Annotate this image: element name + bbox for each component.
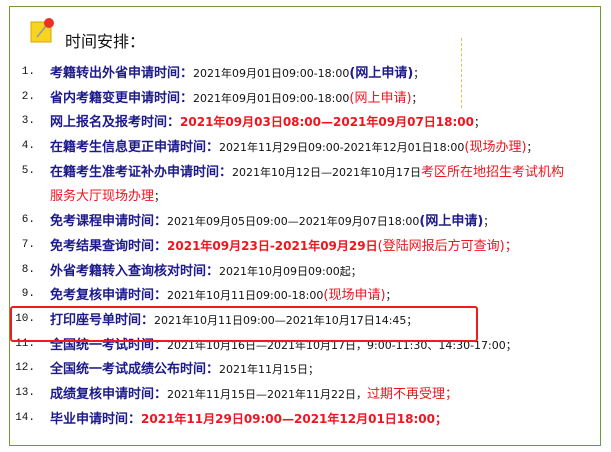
item-value: 2021年10月12日—2021年10月17日 — [232, 165, 421, 179]
item-content: 在籍考生准考证补办申请时间：2021年10月12日—2021年10月17日考区所… — [50, 159, 564, 186]
list-item: 6. 免考课程申请时间：2021年09月05日09:00—2021年09月07日1… — [0, 208, 611, 233]
item-number: 6. — [21, 214, 35, 227]
item-label: 成绩复核申请时间： — [50, 386, 168, 402]
item-value: (现场办理) — [464, 140, 527, 156]
item-content: 省内考籍变更申请时间：2021年09月01日09:00-18:00(网上申请)； — [50, 85, 423, 112]
item-value: 2021年09月03日08:00—2021年09月07日18:00 — [180, 115, 475, 130]
list-item: 3. 网上报名及报考时间：2021年09月03日08:00—2021年09月07日… — [0, 109, 611, 134]
item-label: 考籍转出外省申请时间： — [50, 66, 194, 81]
item-value: ； — [411, 91, 423, 105]
list-item: 7. 免考结果查询时间：2021年09月23日-2021年09月29日(登陆网报后… — [0, 233, 611, 258]
item-value: 2021年10月11日09:00—2021年10月17日14:45； — [154, 313, 418, 327]
item-content: 打印座号单时间：2021年10月11日09:00—2021年10月17日14:4… — [50, 307, 417, 334]
item-content: 毕业申请时间：2021年11月29日09:00—2021年12月01日18:00… — [50, 406, 447, 433]
item-number: 2. — [21, 90, 35, 103]
list-item: 4. 在籍考生信息更正申请时间：2021年11月29日09:00-2021年12月… — [0, 134, 611, 159]
item-value: (网上申请) — [349, 66, 414, 81]
item-label: 在籍考生准考证补办申请时间： — [50, 164, 233, 180]
item-value: 考区所在地招生考试机构 — [421, 164, 565, 180]
item-value: 2021年11月15日； — [219, 363, 320, 377]
item-value: (现场申请) — [323, 288, 386, 304]
schedule-panel — [9, 6, 601, 446]
item-content: 考籍转出外省申请时间：2021年09月01日09:00-18:00(网上申请)； — [50, 60, 424, 87]
item-value: 2021年11月29日09:00—2021年12月01日18:00； — [141, 411, 448, 426]
item-value: 2021年09月05日09:00—2021年09月07日18:00 — [167, 215, 420, 229]
item-value: 服务大厅现场办理 — [50, 189, 155, 205]
item-content: 网上报名及报考时间：2021年09月03日08:00—2021年09月07日18… — [50, 109, 485, 136]
item-label: 外省考籍转入查询核对时间： — [50, 263, 220, 279]
item-value: 2021年10月09日09:00起； — [219, 264, 362, 278]
list-item: 服务大厅现场办理； — [0, 183, 611, 208]
item-value: 2021年11月15日—2021年11月22日， — [167, 387, 367, 401]
list-item: 1. 考籍转出外省申请时间：2021年09月01日09:00-18:00(网上申请… — [0, 60, 611, 85]
pushpin-note-icon — [30, 18, 54, 43]
page-title: 时间安排： — [65, 32, 146, 51]
item-value: ； — [526, 141, 538, 155]
item-value: 过期不再受理； — [367, 386, 459, 402]
item-number: 5. — [21, 164, 35, 177]
item-value: ； — [413, 67, 425, 80]
item-number: 4. — [21, 140, 35, 153]
highlight-box — [10, 306, 478, 342]
item-value: ； — [483, 215, 495, 229]
item-number: 8. — [21, 263, 35, 276]
item-label: 免考课程申请时间： — [50, 214, 168, 230]
schedule-list: 1. 考籍转出外省申请时间：2021年09月01日09:00-18:00(网上申请… — [0, 60, 611, 430]
item-number: 12. — [15, 362, 35, 375]
item-value: ； — [385, 289, 397, 303]
item-number: 14. — [15, 411, 35, 424]
item-label: 打印座号单时间： — [50, 312, 155, 328]
item-value: 2021年09月01日09:00-18:00 — [193, 67, 350, 80]
item-value: 2021年09月23日-2021年09月29日 — [167, 238, 378, 253]
list-item: 12. 全国统一考试成绩公布时间：2021年11月15日； — [0, 356, 611, 381]
item-content: 在籍考生信息更正申请时间：2021年11月29日09:00-2021年12月01… — [50, 134, 538, 161]
item-content: 免考课程申请时间：2021年09月05日09:00—2021年09月07日18:… — [50, 208, 494, 235]
item-label: 免考结果查询时间： — [50, 238, 168, 254]
item-value: 2021年10月11日09:00-18:00 — [167, 289, 324, 303]
item-content: 免考复核申请时间：2021年10月11日09:00-18:00(现场申请)； — [50, 282, 397, 309]
list-item: 14. 毕业申请时间：2021年11月29日09:00—2021年12月01日18… — [0, 406, 611, 431]
item-number: 7. — [21, 238, 35, 251]
item-number: 9. — [21, 288, 35, 301]
item-label: 全国统一考试成绩公布时间： — [50, 362, 220, 378]
item-value: (网上申请) — [349, 90, 412, 106]
list-item: 8. 外省考籍转入查询核对时间：2021年10月09日09:00起； — [0, 258, 611, 283]
item-content: 服务大厅现场办理； — [50, 183, 165, 210]
item-number: 13. — [15, 386, 35, 399]
item-content: 全国统一考试成绩公布时间：2021年11月15日； — [50, 356, 319, 383]
item-value: 2021年09月01日09:00-18:00 — [193, 91, 350, 105]
item-value: (登陆网报后方可查询)； — [377, 238, 518, 254]
dashed-divider — [461, 38, 462, 108]
item-label: 在籍考生信息更正申请时间： — [50, 140, 220, 156]
list-item: 5. 在籍考生准考证补办申请时间：2021年10月12日—2021年10月17日考… — [0, 159, 611, 184]
item-number: 10. — [15, 312, 35, 325]
item-value: (网上申请) — [419, 214, 484, 230]
list-item: 9. 免考复核申请时间：2021年10月11日09:00-18:00(现场申请)； — [0, 282, 611, 307]
item-value: 2021年11月29日09:00-2021年12月01日18:00 — [219, 141, 465, 155]
item-number: 3. — [21, 115, 35, 128]
item-content: 外省考籍转入查询核对时间：2021年10月09日09:00起； — [50, 258, 362, 285]
item-number: 1. — [21, 66, 35, 78]
list-item: 13. 成绩复核申请时间：2021年11月15日—2021年11月22日，过期不再… — [0, 381, 611, 406]
item-label: 免考复核申请时间： — [50, 288, 168, 304]
item-label: 省内考籍变更申请时间： — [50, 90, 194, 106]
item-content: 免考结果查询时间：2021年09月23日-2021年09月29日(登陆网报后方可… — [50, 233, 518, 260]
item-label: 毕业申请时间： — [50, 411, 142, 427]
item-value: ； — [474, 116, 486, 130]
item-label: 网上报名及报考时间： — [50, 115, 181, 131]
item-value: ； — [154, 190, 166, 204]
list-item: 2. 省内考籍变更申请时间：2021年09月01日09:00-18:00(网上申请… — [0, 85, 611, 110]
list-item: 10. 打印座号单时间：2021年10月11日09:00—2021年10月17日1… — [0, 307, 611, 332]
item-content: 成绩复核申请时间：2021年11月15日—2021年11月22日，过期不再受理； — [50, 381, 458, 408]
